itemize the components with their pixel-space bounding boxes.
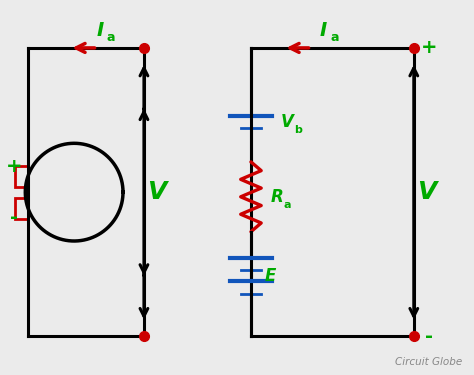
Text: b: b bbox=[294, 125, 302, 135]
Text: V: V bbox=[147, 180, 167, 204]
Text: R: R bbox=[271, 188, 283, 206]
Text: a: a bbox=[106, 31, 115, 44]
Text: I: I bbox=[319, 21, 327, 40]
Text: V: V bbox=[281, 113, 294, 131]
Text: -: - bbox=[9, 208, 18, 227]
Text: V: V bbox=[417, 180, 437, 204]
Bar bbox=[15, 166, 27, 187]
Text: a: a bbox=[330, 31, 339, 44]
Text: -: - bbox=[425, 327, 433, 346]
Text: E: E bbox=[265, 267, 276, 285]
Text: +: + bbox=[420, 38, 437, 57]
Text: Circuit Globe: Circuit Globe bbox=[395, 357, 463, 367]
Text: I: I bbox=[96, 21, 103, 40]
Text: a: a bbox=[283, 200, 291, 210]
Text: +: + bbox=[5, 157, 22, 176]
Bar bbox=[15, 198, 27, 219]
